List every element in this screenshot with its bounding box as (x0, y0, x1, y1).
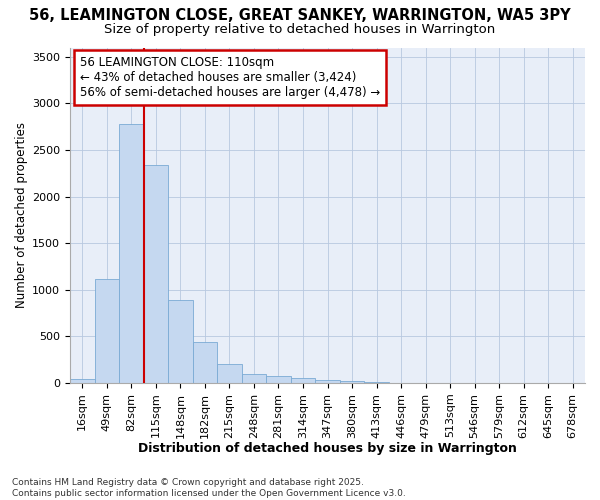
Bar (340, 381, 364, 383)
Bar (95, 278, 119, 383)
Y-axis label: Number of detached properties: Number of detached properties (15, 122, 28, 308)
Bar (193, 342, 217, 383)
X-axis label: Distribution of detached houses by size in Warrington: Distribution of detached houses by size … (138, 442, 517, 455)
Bar (168, 300, 193, 383)
Bar (291, 378, 315, 383)
Bar (143, 165, 168, 383)
Bar (315, 380, 340, 383)
Text: 56, LEAMINGTON CLOSE, GREAT SANKEY, WARRINGTON, WA5 3PY: 56, LEAMINGTON CLOSE, GREAT SANKEY, WARR… (29, 8, 571, 22)
Bar (217, 364, 242, 383)
Text: Size of property relative to detached houses in Warrington: Size of property relative to detached ho… (104, 22, 496, 36)
Text: Contains HM Land Registry data © Crown copyright and database right 2025.
Contai: Contains HM Land Registry data © Crown c… (12, 478, 406, 498)
Bar (266, 376, 291, 383)
Text: 56 LEAMINGTON CLOSE: 110sqm
← 43% of detached houses are smaller (3,424)
56% of : 56 LEAMINGTON CLOSE: 110sqm ← 43% of det… (80, 56, 380, 99)
Bar (242, 374, 266, 383)
Bar (119, 124, 143, 383)
Bar (70, 380, 95, 383)
Bar (364, 382, 389, 383)
